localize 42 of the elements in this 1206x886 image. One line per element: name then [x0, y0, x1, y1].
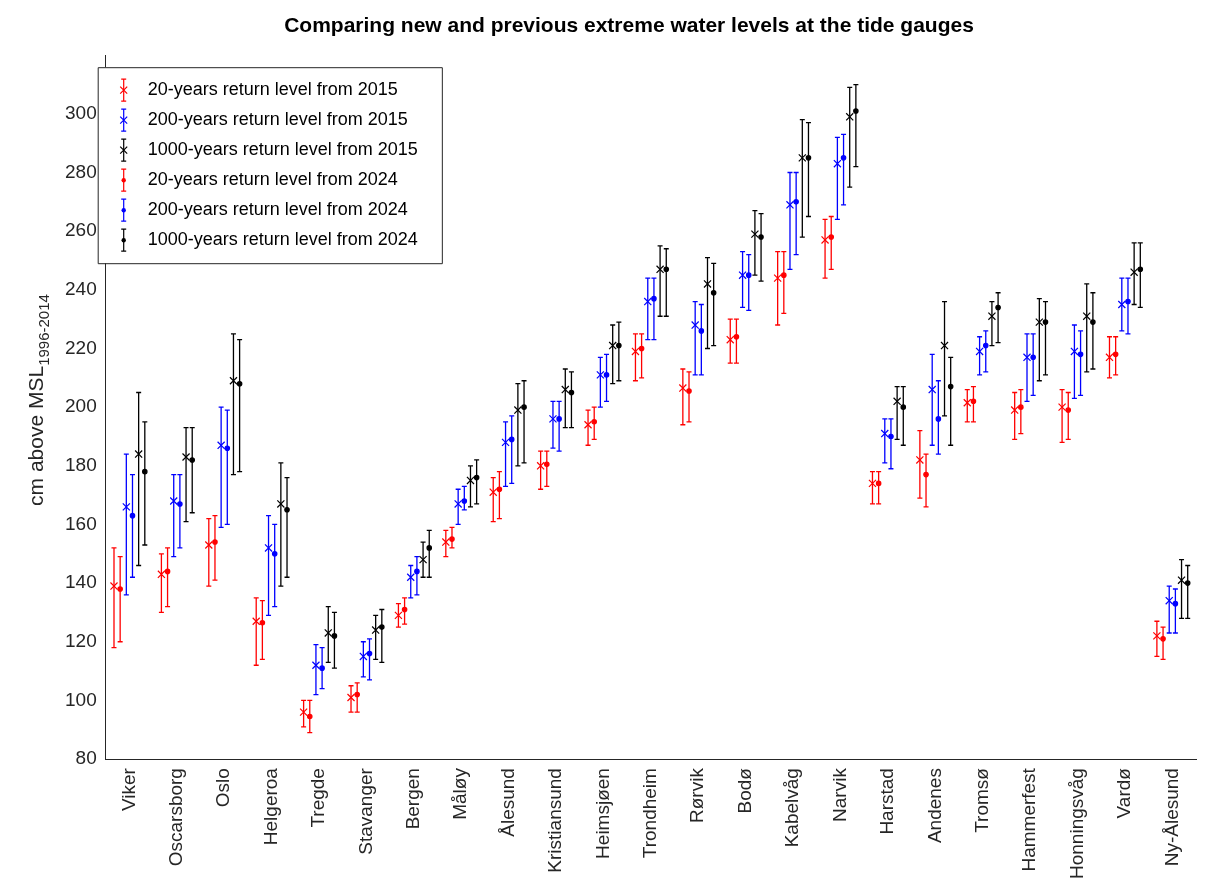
- x-tick-label: Andenes: [923, 768, 945, 844]
- x-tick-label: Stavanger: [354, 767, 376, 855]
- x-tick-label: Vardø: [1113, 767, 1135, 819]
- legend-label: 1000-years return level from 2015: [147, 139, 418, 160]
- y-tick-label: 240: [65, 278, 97, 300]
- x-tick-label: Honningsvåg: [1065, 768, 1087, 880]
- y-tick-label: 160: [65, 512, 97, 534]
- y-tick-label: 300: [65, 102, 97, 124]
- legend-label: 1000-years return level from 2024: [147, 229, 418, 250]
- x-tick-label: Oscarsborg: [165, 768, 187, 867]
- x-tick-label: Viker: [117, 767, 139, 812]
- y-tick-label: 180: [65, 454, 97, 476]
- y-tick-label: 220: [65, 336, 97, 358]
- x-tick-label: Hammerfest: [1018, 767, 1040, 872]
- x-tick-label: Helgeroa: [259, 767, 281, 846]
- x-tick-label: Rørvik: [686, 767, 708, 823]
- legend-label: 20-years return level from 2024: [147, 169, 398, 190]
- chart-title: Comparing new and previous extreme water levels at the tide gauges: [284, 13, 974, 37]
- y-tick-label: 200: [65, 395, 97, 417]
- x-tick-label: Tromsø: [970, 767, 992, 833]
- y-tick-label: 80: [75, 747, 97, 769]
- x-tick-label: Bodø: [733, 767, 755, 814]
- legend-label: 200-years return level from 2015: [147, 109, 408, 130]
- x-tick-label: Harstad: [876, 768, 898, 835]
- x-tick-label: Trondheim: [639, 768, 661, 859]
- y-tick-label: 100: [65, 688, 97, 710]
- x-tick-label: Kabelvåg: [781, 768, 803, 848]
- x-tick-label: Kristiansund: [544, 768, 566, 873]
- x-tick-label: Ålesund: [496, 768, 518, 837]
- legend-label: 20-years return level from 2015: [147, 79, 398, 100]
- legend-label: 200-years return level from 2024: [147, 199, 408, 220]
- y-tick-label: 280: [65, 160, 97, 182]
- x-tick-label: Ny-Ålesund: [1160, 768, 1182, 867]
- x-tick-label: Heimsjøen: [591, 768, 613, 859]
- y-tick-label: 120: [65, 630, 97, 652]
- x-tick-label: Narvik: [828, 767, 850, 822]
- y-tick-label: 140: [65, 571, 97, 593]
- y-tick-label: 260: [65, 219, 97, 241]
- x-tick-label: Måløy: [449, 767, 471, 820]
- x-tick-label: Oslo: [212, 768, 234, 808]
- x-tick-label: Bergen: [402, 768, 424, 830]
- x-tick-label: Tregde: [307, 768, 329, 828]
